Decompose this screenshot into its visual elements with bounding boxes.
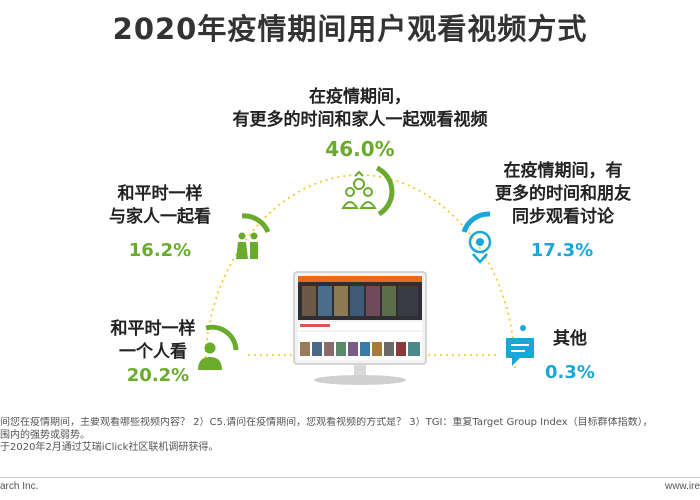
monitor-icon <box>293 271 427 385</box>
footnote-line1: 间您在疫情期间，主要观看哪些视频内容？ 2）C5.请问在疫情期间，您观看视频的方… <box>0 417 653 428</box>
item-left-bottom-label: 和平时一样 一个人看 <box>98 318 208 364</box>
footnote-line2: 围内的强势或弱势。 <box>0 429 90 441</box>
person-icon <box>198 324 239 370</box>
item-right-top-pct: 17.3% <box>530 240 594 261</box>
page-title: 2020年疫情期间用户观看视频方式 <box>112 12 588 46</box>
item-left-top-pct: 16.2% <box>128 240 192 261</box>
family-icon <box>341 165 395 217</box>
footnote-line3: 于2020年2月通过艾瑞iClick社区联机调研获得。 <box>0 442 219 453</box>
item-right-top-label-line2: 更多的时间和朋友 <box>495 184 631 204</box>
eye-icon <box>461 211 492 264</box>
item-left-top-label: 和平时一样 与家人一起看 <box>100 183 220 229</box>
item-right-bottom-label: 其他 <box>553 329 587 349</box>
item-top-label-line1: 在疫情期间， <box>309 87 411 107</box>
footer-divider <box>0 477 700 478</box>
item-right-top-label-line1: 在疫情期间，有 <box>503 161 623 181</box>
couple-icon <box>236 213 271 259</box>
item-right-top-label: 在疫情期间，有 更多的时间和朋友 同步观看讨论 <box>488 160 638 229</box>
footnote: 间您在疫情期间，主要观看哪些视频内容？ 2）C5.请问在疫情期间，您观看视频的方… <box>0 417 700 455</box>
item-left-bottom-label-line2: 一个人看 <box>119 342 187 362</box>
item-right-top-label-line3: 同步观看讨论 <box>512 207 614 227</box>
chat-bubble-icon <box>506 325 534 366</box>
item-top-label: 在疫情期间， 有更多的时间和家人一起观看视频 <box>200 86 520 132</box>
footer-website: www.ire <box>664 481 700 492</box>
item-left-bottom-pct: 20.2% <box>126 365 190 386</box>
item-right-bottom-pct: 0.3% <box>545 362 595 383</box>
item-top-pct: 46.0% <box>325 137 395 161</box>
item-top-label-line2: 有更多的时间和家人一起观看视频 <box>232 110 488 130</box>
footer-copyright: arch Inc. <box>0 481 39 492</box>
item-left-top-label-line1: 和平时一样 <box>117 184 203 204</box>
item-left-top-label-line2: 与家人一起看 <box>109 207 211 227</box>
item-left-bottom-label-line1: 和平时一样 <box>110 319 196 339</box>
